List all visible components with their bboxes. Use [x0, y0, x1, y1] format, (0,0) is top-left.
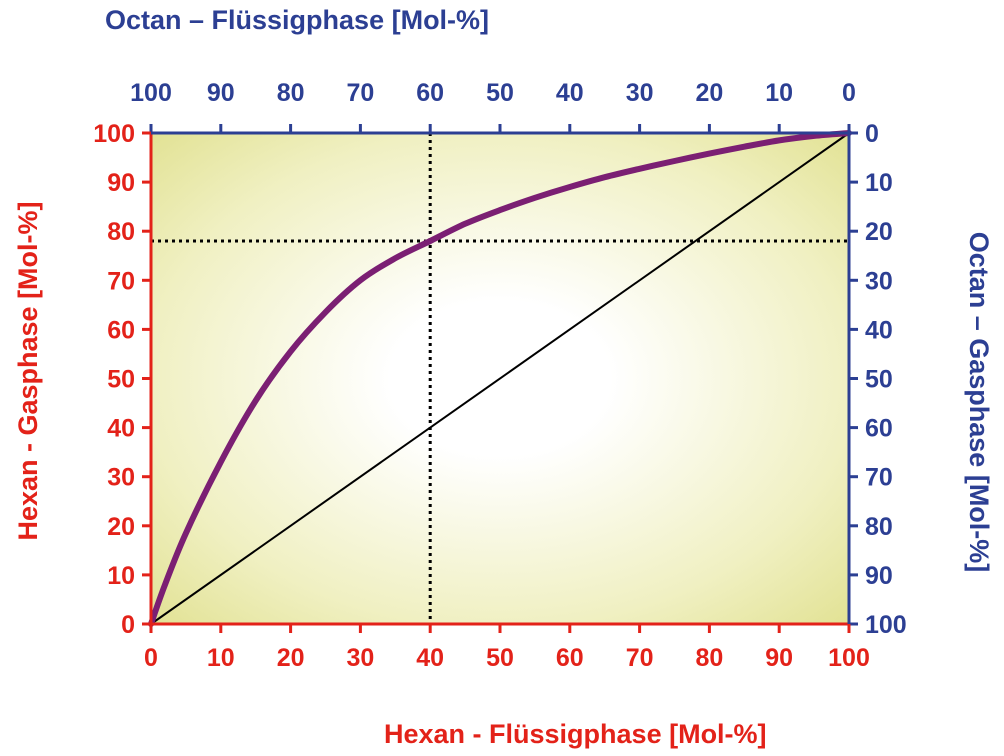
top-tick-label: 100	[130, 79, 172, 107]
left-tick-label: 0	[121, 611, 135, 639]
right-tick-label: 60	[865, 415, 893, 443]
top-tick-label: 10	[765, 79, 793, 107]
right-tick-label: 90	[865, 562, 893, 590]
bottom-tick-label: 20	[277, 644, 305, 672]
top-tick-label: 0	[842, 79, 856, 107]
right-tick-label: 80	[865, 513, 893, 541]
left-tick-label: 80	[107, 218, 135, 246]
bottom-tick-label: 90	[765, 644, 793, 672]
left-tick-label: 20	[107, 513, 135, 541]
right-tick-label: 20	[865, 218, 893, 246]
bottom-tick-label: 0	[144, 644, 158, 672]
left-tick-label: 50	[107, 366, 135, 394]
right-tick-label: 10	[865, 169, 893, 197]
right-tick-label: 40	[865, 316, 893, 344]
top-tick-label: 20	[695, 79, 723, 107]
top-tick-label: 70	[346, 79, 374, 107]
bottom-tick-label: 40	[416, 644, 444, 672]
right-tick-label: 70	[865, 464, 893, 492]
left-tick-label: 100	[93, 120, 135, 148]
left-tick-label: 10	[107, 562, 135, 590]
top-tick-label: 30	[626, 79, 654, 107]
right-tick-label: 0	[865, 120, 879, 148]
left-tick-label: 30	[107, 464, 135, 492]
bottom-tick-label: 30	[346, 644, 374, 672]
right-tick-label: 100	[865, 611, 907, 639]
bottom-tick-label: 70	[626, 644, 654, 672]
right-tick-label: 30	[865, 267, 893, 295]
top-tick-label: 40	[556, 79, 584, 107]
bottom-tick-label: 10	[207, 644, 235, 672]
bottom-tick-label: 50	[486, 644, 514, 672]
left-tick-label: 40	[107, 415, 135, 443]
bottom-tick-label: 80	[695, 644, 723, 672]
bottom-tick-label: 60	[556, 644, 584, 672]
top-tick-label: 60	[416, 79, 444, 107]
left-axis-label: Hexan - Gasphase [Mol-%]	[13, 201, 43, 540]
equilibrium-curve	[148, 130, 852, 627]
right-axis-label: Octan – Gasphase [Mol-%]	[964, 232, 994, 573]
left-tick-label: 90	[107, 169, 135, 197]
top-tick-label: 90	[207, 79, 235, 107]
top-axis-label: Octan – Flüssigphase [Mol-%]	[105, 5, 489, 35]
bottom-tick-label: 100	[828, 644, 870, 672]
right-tick-label: 50	[865, 366, 893, 394]
left-tick-label: 60	[107, 316, 135, 344]
top-tick-label: 50	[486, 79, 514, 107]
diagonal-line	[150, 132, 850, 625]
top-tick-label: 80	[277, 79, 305, 107]
left-tick-label: 70	[107, 267, 135, 295]
bottom-axis-label: Hexan - Flüssigphase [Mol-%]	[384, 719, 767, 749]
